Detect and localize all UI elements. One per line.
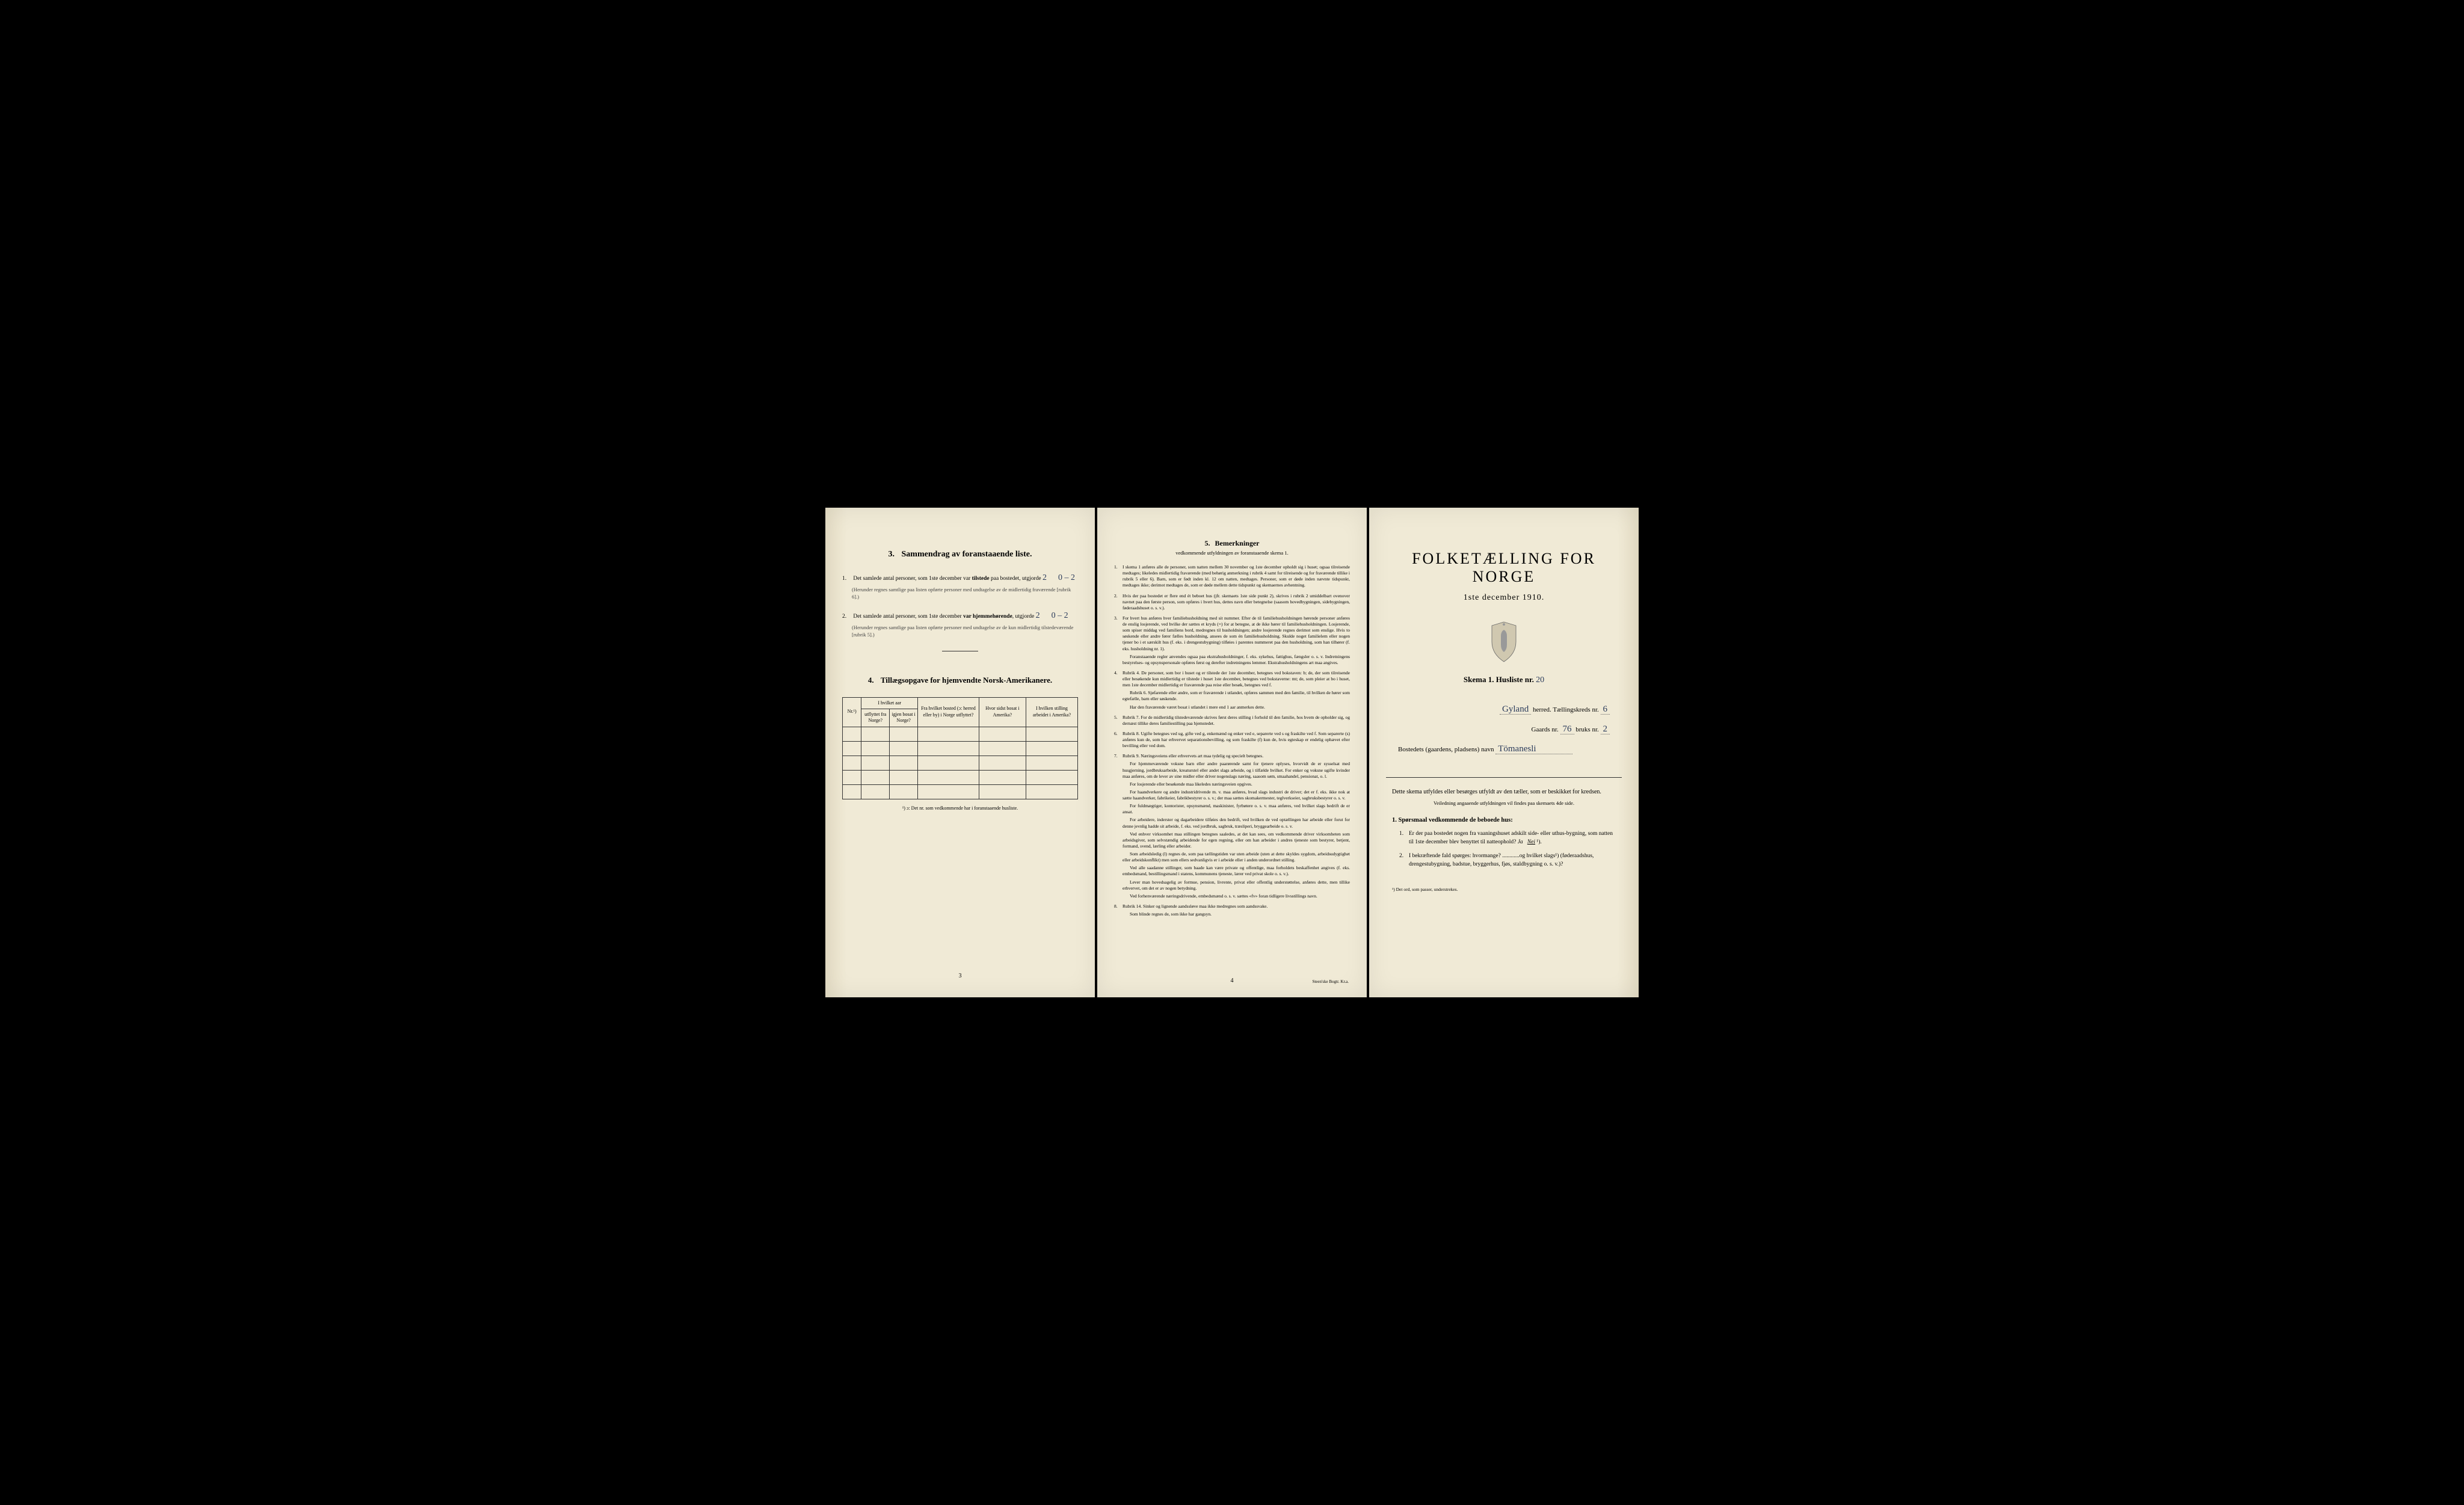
skema-line: Skema 1. Husliste nr. 20	[1386, 675, 1622, 685]
printer-mark: Steen'ske Bogtr. Kr.a.	[1312, 979, 1349, 984]
hw-kreds: 6	[1601, 704, 1610, 715]
section-5-title: 5. Bemerkninger vedkommende utfyldningen…	[1114, 538, 1350, 556]
document-title: FOLKETÆLLING FOR NORGE	[1386, 550, 1622, 586]
hw-hjemme-range: 0 – 2	[1052, 611, 1068, 620]
page-number: 4	[1231, 977, 1234, 984]
page-3: 3. Sammendrag av foranstaaende liste. 1.…	[825, 508, 1095, 997]
section-4-title: 4. Tillægsopgave for hjemvendte Norsk-Am…	[842, 676, 1078, 685]
table-row	[843, 784, 1078, 799]
hw-tilstede-range: 0 – 2	[1058, 573, 1075, 582]
hw-husliste-nr: 20	[1536, 676, 1544, 685]
remarks-list: 1.I skema 1 anføres alle de personer, so…	[1114, 564, 1350, 917]
table-row	[843, 741, 1078, 756]
table-row	[843, 756, 1078, 770]
hw-gaards: 76	[1560, 724, 1574, 734]
instructions-sub: Veiledning angaaende utfyldningen vil fi…	[1386, 800, 1622, 806]
remark-item: 3.For hvert hus anføres hver familiehush…	[1114, 615, 1350, 666]
hw-bosted: Tömanesli	[1495, 744, 1572, 754]
question-2: 2. I bekræftende fald spørges: hvormange…	[1399, 852, 1616, 869]
instructions: Dette skema utfyldes eller besørges utfy…	[1392, 787, 1616, 796]
remark-item: 2.Hvis der paa bostedet er flere end ét …	[1114, 593, 1350, 611]
th-bosted: Fra hvilket bosted (ɔ: herred eller by) …	[918, 697, 979, 727]
table-row	[843, 727, 1078, 741]
remark-item: 6.Rubrik 8. Ugifte betegnes ved ug, gift…	[1114, 731, 1350, 749]
item1-note: (Herunder regnes samtlige paa listen opf…	[842, 586, 1078, 601]
hw-tilstede-count: 2	[1043, 573, 1047, 582]
divider	[1386, 777, 1622, 778]
page-number: 3	[959, 973, 962, 979]
hw-herred: Gyland	[1500, 704, 1531, 715]
th-utflyttet: utflyttet fra Norge?	[861, 709, 890, 727]
census-document: 3. Sammendrag av foranstaaende liste. 1.…	[824, 508, 1640, 997]
th-amerika-bosat: Hvor sidst bosat i Amerika?	[979, 697, 1026, 727]
amerika-table: Nr.¹) I hvilket aar Fra hvilket bosted (…	[842, 697, 1078, 799]
coat-of-arms-icon	[1486, 621, 1522, 663]
th-aar: I hvilket aar	[861, 697, 918, 709]
remark-item: 1.I skema 1 anføres alle de personer, so…	[1114, 564, 1350, 589]
page-4: 5. Bemerkninger vedkommende utfyldningen…	[1097, 508, 1367, 997]
th-amerika-stilling: I hvilken stilling arbeidet i Amerika?	[1026, 697, 1077, 727]
remark-item: 5.Rubrik 7. For de midlertidig tilstedev…	[1114, 715, 1350, 727]
hw-nei-underlined: Nei	[1527, 839, 1535, 845]
section-3-title: 3. Sammendrag av foranstaaende liste.	[842, 550, 1078, 559]
summary-item-1: 1. Det samlede antal personer, som 1ste …	[842, 571, 1078, 601]
page-1-cover: FOLKETÆLLING FOR NORGE 1ste december 191…	[1369, 508, 1639, 997]
remark-item: 4.Rubrik 4. De personer, som bor i huset…	[1114, 670, 1350, 710]
hw-hjemme-count: 2	[1036, 611, 1040, 620]
header-fields: Gyland herred. Tællingskreds nr. 6 Gaard…	[1398, 700, 1610, 759]
table-footnote: ¹) ɔ: Det nr. som vedkommende har i fora…	[842, 805, 1078, 811]
hw-bruks: 2	[1601, 724, 1610, 734]
question-section-title: 1. Spørsmaal vedkommende de beboede hus:	[1392, 817, 1616, 823]
footnote: ¹) Det ord, som passer, understrekes.	[1392, 887, 1616, 892]
th-nr: Nr.¹)	[843, 697, 861, 727]
remark-item: 7.Rubrik 9. Næringsveiens eller erhverve…	[1114, 753, 1350, 899]
item2-note: (Herunder regnes samtlige paa listen opf…	[842, 624, 1078, 639]
question-1: 1. Er der paa bostedet nogen fra vaaning…	[1399, 829, 1616, 847]
summary-item-2: 2. Det samlede antal personer, som 1ste …	[842, 609, 1078, 639]
document-date: 1ste december 1910.	[1386, 593, 1622, 603]
table-row	[843, 770, 1078, 784]
th-igjen: igjen bosat i Norge?	[890, 709, 918, 727]
remark-item: 8.Rubrik 14. Sinker og lignende aandsslø…	[1114, 903, 1350, 917]
